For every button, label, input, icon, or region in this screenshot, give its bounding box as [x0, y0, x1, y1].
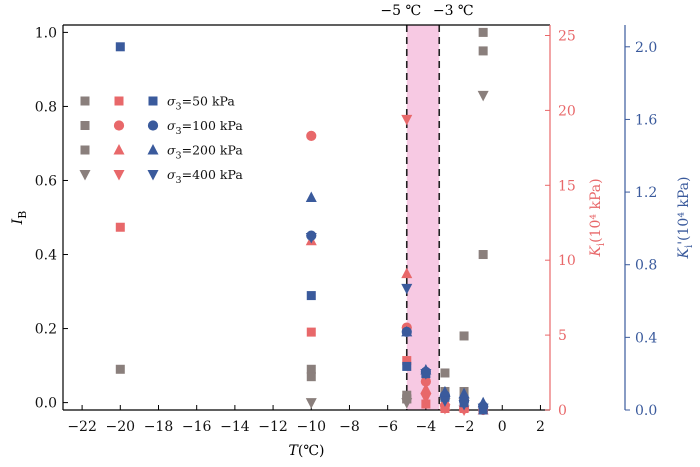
data-point: [401, 283, 413, 295]
data-point: [115, 42, 125, 52]
data-point: [478, 46, 488, 56]
data-point: [401, 325, 413, 337]
axes-layer: [62, 24, 626, 411]
x-tick-label: −2: [454, 419, 475, 435]
data-point: [401, 114, 413, 126]
data-point: [305, 232, 317, 244]
x-tick-label: −16: [182, 419, 212, 435]
temperature-band-layer: −5 ℃ −3 ℃: [380, 3, 474, 410]
y-right2-tick-label: 0.0: [635, 403, 657, 419]
legend-marker: [113, 144, 125, 155]
legend-marker: [148, 96, 158, 106]
legend-marker: [80, 121, 90, 130]
band-left-label: −5 ℃: [380, 3, 421, 19]
y-right1-tick-label: 15: [558, 178, 576, 194]
legend-marker: [80, 145, 90, 155]
data-point: [115, 364, 125, 374]
data-point: [401, 267, 413, 279]
y-left-tick-label: 1.0: [35, 25, 57, 41]
y-right1-tick-label: 0: [558, 403, 567, 419]
data-point: [305, 398, 317, 409]
x-tick-label: 2: [536, 419, 545, 435]
x-tick-label: −4: [416, 419, 437, 435]
x-tick-label: −14: [220, 419, 250, 435]
data-point: [458, 387, 470, 399]
data-point: [306, 130, 317, 141]
data-point: [439, 385, 451, 397]
y-right1-axis-label: Ki(10⁴ kPa): [588, 178, 607, 257]
data-point: [401, 398, 413, 409]
data-point: [402, 356, 412, 366]
legend-marker: [147, 144, 159, 155]
y-right2-axis-label: Ki'(10⁴ kPa): [676, 177, 695, 260]
data-point: [477, 403, 489, 415]
data-point: [306, 291, 316, 301]
legend: σ3=50 kPa σ3=100 kPa σ3=200 kPa σ3=400 kPa: [79, 94, 243, 186]
data-point: [458, 400, 470, 411]
y-left-tick-label: 0.0: [35, 396, 57, 412]
data-point: [439, 396, 451, 407]
y-right2-tick-label: 0.4: [635, 330, 657, 346]
data-point: [478, 250, 488, 260]
legend-label: σ3=50 kPa: [167, 94, 235, 113]
y-right2-tick-label: 0.8: [635, 258, 657, 274]
y-right2-tick-label: 1.6: [635, 112, 657, 128]
data-point: [477, 90, 489, 102]
x-tick-label: −18: [144, 419, 174, 435]
legend-marker: [79, 170, 91, 181]
legend-marker: [80, 96, 90, 106]
ticks-layer: −22 −20 −18 −16 −14 −12 −10 −8 −6 −4 −2 0 20.00.20.4…: [35, 25, 658, 435]
legend-label: σ3=400 kPa: [167, 167, 243, 186]
data-point: [440, 368, 450, 378]
y-left-tick-label: 0.4: [35, 248, 57, 264]
legend-label: σ3=200 kPa: [167, 143, 243, 162]
data-point: [478, 27, 488, 37]
data-point: [420, 393, 432, 405]
data-point: [402, 361, 412, 371]
y-left-axis-label: IB: [10, 211, 29, 226]
data-point: [420, 383, 432, 394]
legend-label: σ3=100 kPa: [167, 118, 243, 137]
data-point: [306, 327, 316, 337]
x-tick-label: −22: [67, 419, 97, 435]
legend-marker: [147, 170, 159, 181]
data-point: [305, 191, 317, 203]
data-points-layer: [115, 27, 489, 416]
y-left-tick-label: 0.8: [35, 99, 57, 115]
x-tick-label: −10: [297, 419, 327, 435]
x-tick-label: −12: [258, 419, 288, 435]
legend-marker: [114, 96, 124, 106]
legend-marker: [147, 120, 159, 131]
data-point: [306, 364, 316, 374]
x-tick-label: −6: [377, 419, 398, 435]
y-right1-tick-label: 25: [558, 28, 576, 44]
axis-labels-layer: T(℃) IB Ki(10⁴ kPa) Ki'(10⁴ kPa): [10, 177, 695, 459]
band-right-label: −3 ℃: [433, 3, 474, 19]
y-right2-tick-label: 1.2: [635, 185, 657, 201]
legend-marker: [113, 170, 125, 181]
y-right2-tick-label: 2.0: [635, 40, 657, 56]
data-point: [458, 405, 470, 416]
y-right1-tick-label: 5: [558, 328, 567, 344]
x-tick-label: 0: [498, 419, 507, 435]
data-point: [306, 372, 316, 382]
legend-marker: [113, 120, 125, 131]
data-point: [420, 376, 431, 387]
y-right1-tick-label: 20: [558, 103, 576, 119]
y-right1-tick-label: 10: [558, 253, 576, 269]
x-tick-label: −20: [106, 419, 136, 435]
data-point: [115, 222, 125, 232]
x-tick-label: −8: [339, 419, 360, 435]
data-point: [420, 369, 432, 380]
y-left-tick-label: 0.2: [35, 322, 57, 338]
y-left-tick-label: 0.6: [35, 173, 57, 189]
data-point: [439, 404, 451, 415]
data-point: [459, 331, 469, 341]
x-axis-label: T(℃): [289, 443, 325, 459]
temperature-band: [406, 25, 440, 410]
